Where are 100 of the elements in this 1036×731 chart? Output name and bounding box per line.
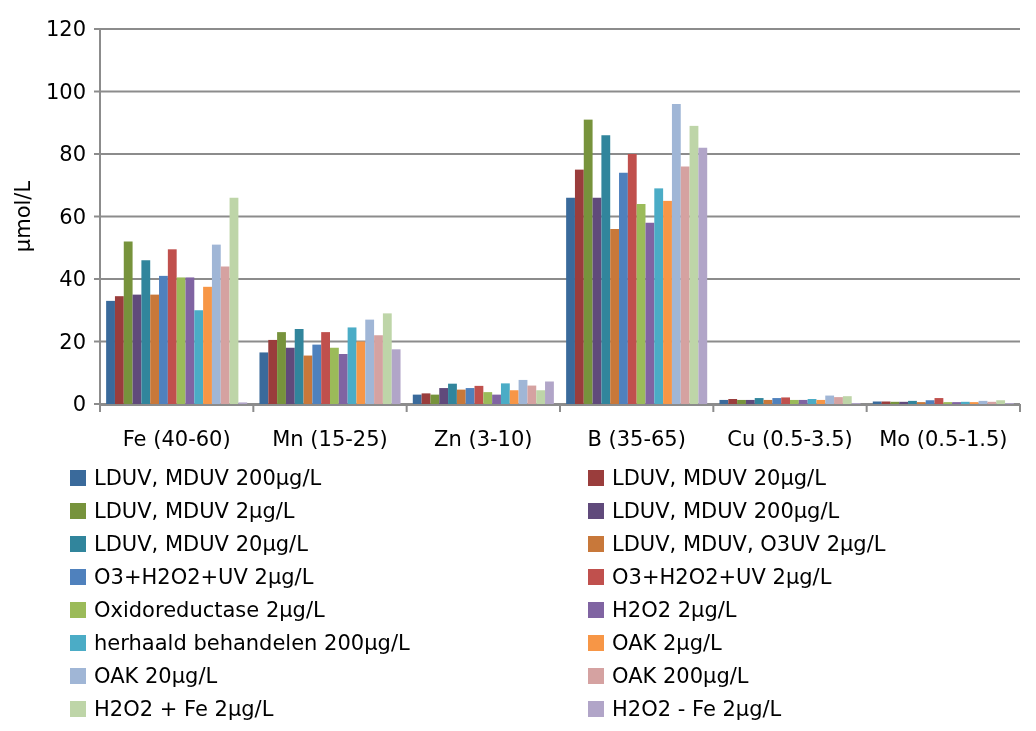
- legend-label: OAK 200µg/L: [612, 664, 749, 689]
- bar: [566, 197, 575, 404]
- bar: [745, 399, 755, 404]
- bar: [934, 398, 944, 404]
- bar: [545, 381, 554, 404]
- bar: [509, 390, 519, 404]
- legend-label: H2O2 + Fe 2µg/L: [94, 697, 274, 722]
- bar: [285, 347, 295, 404]
- bar: [807, 399, 817, 404]
- bar: [356, 341, 366, 404]
- bar: [781, 397, 790, 404]
- bar: [365, 319, 375, 404]
- y-tick-label: 40: [59, 267, 86, 292]
- bar: [338, 354, 348, 404]
- bar: [229, 197, 239, 404]
- legend-label: H2O2 - Fe 2µg/L: [612, 697, 782, 722]
- bar: [465, 388, 475, 404]
- bar: [483, 392, 493, 404]
- bar: [330, 347, 339, 404]
- bar: [610, 229, 620, 404]
- bar: [798, 399, 808, 404]
- bar: [890, 401, 900, 404]
- legend-label: LDUV, MDUV 20µg/L: [612, 466, 827, 491]
- bar: [194, 310, 204, 404]
- bar: [654, 188, 664, 404]
- bar: [754, 398, 764, 404]
- legend-label: LDUV, MDUV 2µg/L: [94, 499, 295, 524]
- bar: [925, 400, 935, 404]
- bar: [312, 344, 322, 404]
- y-tick-label: 80: [59, 142, 86, 167]
- bar: [132, 294, 142, 404]
- legend-label: LDUV, MDUV 200µg/L: [94, 466, 322, 491]
- bar: [816, 399, 826, 404]
- bar: [294, 329, 304, 404]
- legend-label: LDUV, MDUV 200µg/L: [612, 499, 840, 524]
- bar: [689, 125, 699, 404]
- x-tick-label: Cu (0.5-3.5): [727, 427, 853, 451]
- bar: [574, 169, 584, 404]
- bar: [421, 393, 431, 404]
- y-tick-label: 60: [59, 204, 86, 229]
- bar: [698, 147, 708, 404]
- bar: [527, 385, 537, 404]
- bar: [728, 399, 738, 404]
- bar: [834, 397, 843, 404]
- bar: [663, 200, 672, 404]
- bar: [259, 352, 269, 404]
- bar: [185, 277, 195, 404]
- bar: [114, 296, 124, 404]
- legend-label: H2O2 2µg/L: [612, 598, 737, 623]
- bar: [492, 394, 501, 404]
- bar: [619, 172, 628, 404]
- bar: [680, 166, 690, 404]
- x-tick-label: Zn (3-10): [434, 427, 533, 451]
- bar: [825, 395, 835, 404]
- bar: [268, 339, 278, 404]
- y-tick-label: 20: [59, 329, 86, 354]
- bar: [303, 355, 313, 404]
- bar: [150, 294, 160, 404]
- bar: [987, 401, 997, 404]
- x-tick-label: Mn (15-25): [272, 427, 388, 451]
- bar: [347, 327, 357, 404]
- bar: [583, 119, 593, 404]
- bar: [412, 394, 422, 404]
- legend-label: LDUV, MDUV 20µg/L: [94, 532, 309, 557]
- legend-label: Oxidoreductase 2µg/L: [94, 598, 326, 623]
- bar: [220, 266, 230, 404]
- y-tick-label: 120: [45, 17, 86, 42]
- bar: [167, 249, 177, 404]
- bar: [430, 394, 440, 404]
- bar: [123, 241, 133, 404]
- bar: [737, 399, 746, 404]
- bar: [996, 400, 1006, 404]
- bar: [645, 222, 655, 404]
- bar: [374, 335, 383, 404]
- y-tick-label: 0: [72, 392, 86, 417]
- bar: [159, 275, 168, 404]
- legend-label: OAK 20µg/L: [94, 664, 218, 689]
- x-tick-label: Mo (0.5-1.5): [879, 427, 1008, 451]
- legend-label: LDUV, MDUV, O3UV 2µg/L: [612, 532, 886, 557]
- bar: [141, 260, 151, 404]
- bar: [500, 383, 510, 404]
- y-tick-label: 100: [45, 79, 86, 104]
- bar: [908, 400, 917, 404]
- bar: [176, 277, 186, 404]
- bar: [474, 385, 484, 404]
- bar: [790, 399, 799, 404]
- bar: [391, 349, 401, 404]
- bar: [719, 399, 729, 404]
- bar: [536, 390, 546, 404]
- y-axis-title: µmol/L: [11, 180, 35, 253]
- x-tick-label: Fe (40-60): [122, 427, 231, 451]
- bar: [960, 401, 970, 404]
- bar: [899, 401, 909, 404]
- bar: [601, 135, 611, 404]
- bar: [772, 398, 782, 404]
- legend-label: O3+H2O2+UV 2µg/L: [94, 565, 314, 590]
- bar: [277, 332, 286, 404]
- bar: [382, 313, 392, 404]
- bar: [842, 396, 852, 404]
- bar: [211, 244, 221, 404]
